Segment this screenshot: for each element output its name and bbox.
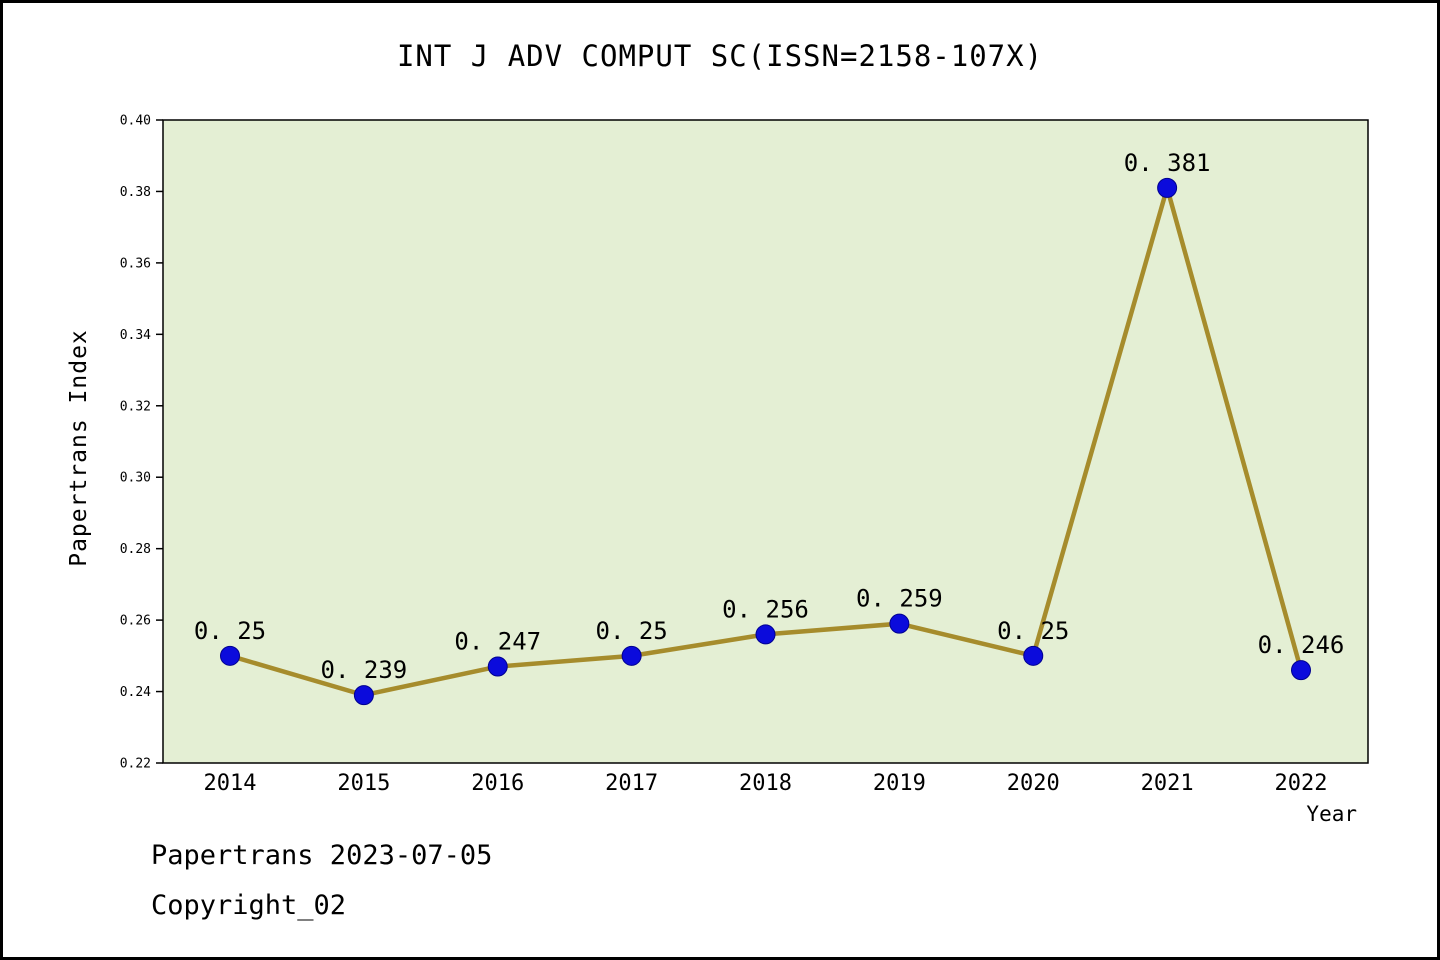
data-point-label: 0. 25 (596, 617, 668, 645)
y-tick-label: 0.22 (120, 757, 151, 772)
y-tick-label: 0.24 (120, 685, 151, 700)
x-tick-label: 2016 (471, 771, 524, 796)
x-tick-label: 2021 (1141, 771, 1194, 796)
data-point (889, 613, 910, 634)
data-point-label: 0. 25 (997, 617, 1069, 645)
data-point (487, 656, 508, 677)
y-tick-label: 0.38 (120, 185, 151, 200)
chart-title: INT J ADV COMPUT SC(ISSN=2158-107X) (396, 39, 1044, 73)
data-point (220, 645, 240, 666)
chart-canvas: 0.22 0.24 0.26 0.28 0.30 0.32 0.34 0.36 0.38 0.40… (120, 114, 1369, 796)
x-tick-label: 2018 (739, 771, 792, 796)
y-tick-label: 0.26 (120, 614, 151, 629)
x-tick-label: 2017 (605, 771, 658, 796)
y-tick-label: 0.32 (120, 399, 151, 414)
footer-source-date: Papertrans 2023-07-05 (151, 840, 493, 871)
y-tick-label: 0.34 (120, 328, 151, 343)
data-point (1023, 645, 1044, 666)
data-point (755, 624, 776, 645)
x-tick-label: 2020 (1007, 771, 1060, 796)
data-point-label: 0. 246 (1258, 631, 1345, 659)
data-point (1291, 660, 1311, 681)
y-axis-title: Papertrans Index (66, 329, 92, 567)
plot-area (162, 119, 1369, 764)
x-tick-label: 2022 (1275, 771, 1328, 796)
data-point-label: 0. 25 (194, 617, 266, 645)
data-point-label: 0. 247 (454, 628, 541, 656)
data-point-label: 0. 239 (321, 656, 408, 684)
y-tick-label: 0.40 (120, 114, 151, 129)
data-point-label: 0. 256 (722, 595, 809, 623)
x-axis-title: Year (1306, 802, 1357, 826)
x-tick-label: 2015 (337, 771, 390, 796)
x-tick-label: 2019 (873, 771, 926, 796)
y-tick-label: 0.30 (120, 471, 151, 486)
data-point-label: 0. 381 (1124, 149, 1211, 177)
data-point (621, 645, 642, 666)
data-point-label: 0. 259 (856, 585, 943, 613)
data-point (1157, 177, 1178, 198)
footer-copyright: Copyright_02 (151, 890, 347, 921)
y-tick-label: 0.28 (120, 542, 151, 557)
data-point (353, 685, 374, 706)
y-tick-label: 0.36 (120, 256, 151, 271)
x-tick-label: 2014 (204, 771, 257, 796)
